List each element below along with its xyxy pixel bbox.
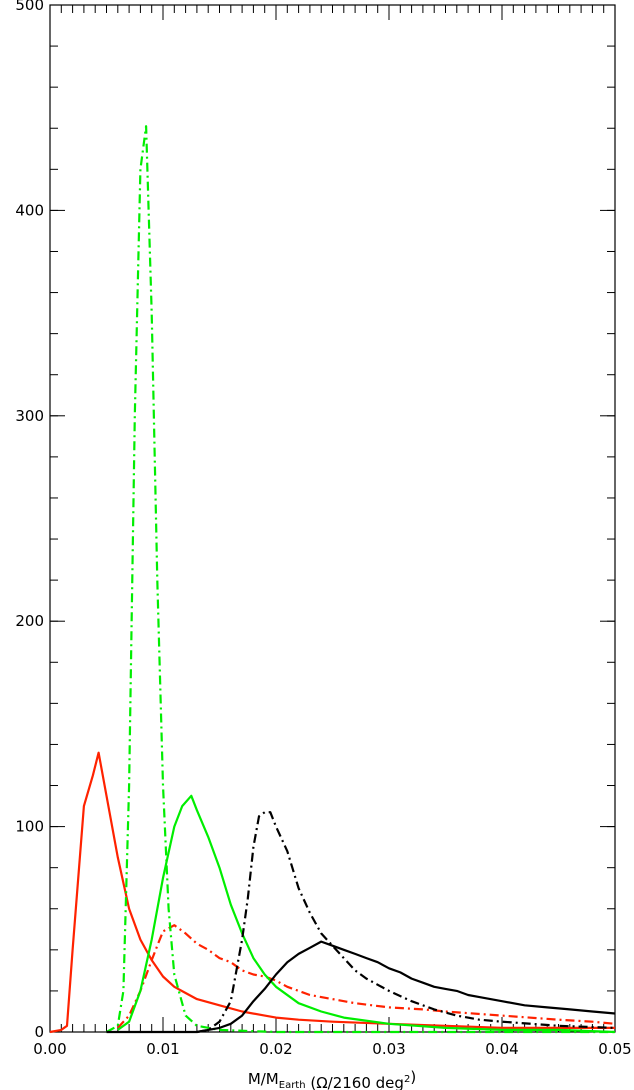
series-layer — [49, 125, 616, 1034]
y-tick-label: 0 — [34, 1023, 44, 1041]
series-line-3 — [117, 794, 616, 1034]
x-tick-label: 0.00 — [33, 1040, 66, 1058]
axis-ticks — [49, 4, 616, 1033]
series-line-2 — [116, 924, 616, 1029]
x-tick-label: 0.03 — [372, 1040, 405, 1058]
series-line-4 — [105, 125, 615, 1034]
x-tick-label: 0.05 — [598, 1040, 631, 1058]
x-axis-title-part: 2 — [404, 1074, 410, 1085]
x-tick-label: 0.01 — [146, 1040, 179, 1058]
plot-frame — [49, 4, 616, 1033]
y-tick-label: 200 — [15, 612, 44, 630]
y-tick-label: 400 — [15, 201, 44, 219]
x-axis-title-part: ) — [410, 1068, 416, 1086]
y-tick-label: 300 — [15, 407, 44, 425]
x-axis-title: M/MEarth (Ω/2160 deg2) — [248, 1068, 416, 1090]
series-line-5 — [106, 940, 616, 1034]
x-axis-title-part: M/M — [248, 1070, 279, 1088]
x-axis-title-part: (Ω/2160 deg — [306, 1074, 404, 1090]
y-tick-label: 100 — [15, 818, 44, 836]
tick-labels: 0.00 0.01 0.02 0.03 0.04 0.05 0 100 200 300 400 500 — [15, 0, 631, 1058]
series-line-6 — [196, 811, 616, 1034]
x-axis-title-part: Earth — [279, 1080, 306, 1090]
x-tick-label: 0.04 — [485, 1040, 518, 1058]
x-tick-label: 0.02 — [259, 1040, 292, 1058]
series-line-1 — [49, 751, 615, 1034]
y-tick-label: 500 — [15, 0, 44, 14]
